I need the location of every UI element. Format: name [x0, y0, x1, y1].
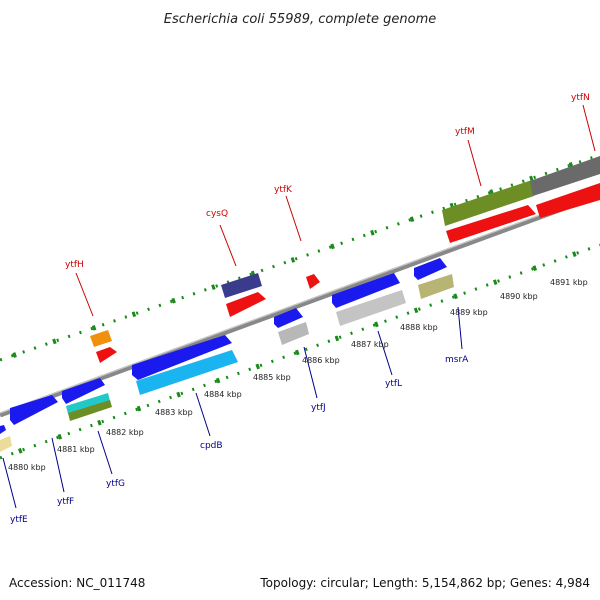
- kbp-label: 4882 kbp: [106, 428, 144, 437]
- gene-cpdB-blue: [132, 335, 232, 380]
- topology-text: Topology: circular; Length: 5,154,862 bp…: [260, 576, 590, 590]
- kbp-label: 4885 kbp: [253, 373, 291, 382]
- gene-msrA-khaki: [418, 274, 454, 299]
- leader-ytfE: [2, 457, 17, 509]
- gene-ytfJ-grey: [278, 322, 309, 345]
- gene-ytfK-red: [306, 274, 320, 289]
- label-msrA: msrA: [445, 355, 469, 365]
- leader-ytfH: [75, 272, 94, 317]
- gene-ytfM-red: [446, 205, 536, 243]
- gene-features: [0, 156, 600, 452]
- kbp-label: 4887 kbp: [351, 340, 389, 349]
- gene-ytfE-arrow: [0, 425, 6, 434]
- gene-ytfE-box: [0, 436, 12, 452]
- gene-cysQ-red: [226, 292, 266, 317]
- upper-dotted-track: [0, 153, 600, 362]
- bottom-leader-lines: [2, 306, 463, 509]
- lower-dotted-track: [0, 243, 600, 460]
- gene-ytfN-grey: [530, 156, 600, 196]
- kbp-label: 4889 kbp: [450, 308, 488, 317]
- label-cysQ: cysQ: [206, 209, 228, 219]
- label-ytfK: ytfK: [274, 185, 293, 195]
- label-ytfF: ytfF: [57, 497, 74, 507]
- genome-backbone-highlight: [0, 192, 600, 414]
- gene-cpdB-cyan: [136, 350, 238, 395]
- label-ytfG: ytfG: [106, 479, 125, 489]
- label-ytfN: ytfN: [571, 93, 590, 103]
- leader-msrA: [457, 306, 463, 350]
- lower-dotted-track-ticks: [0, 242, 600, 461]
- kbp-label: 4890 kbp: [500, 292, 538, 301]
- kbp-label: 4883 kbp: [155, 408, 193, 417]
- gene-ytfJ-blue: [274, 308, 303, 328]
- gene-ytfG-arrow: [62, 378, 105, 404]
- leader-ytfL: [377, 330, 393, 376]
- gene-cysQ-purple: [221, 273, 262, 298]
- label-ytfL: ytfL: [385, 379, 402, 389]
- kbp-label: 4880 kbp: [8, 463, 46, 472]
- gene-msrA-blue: [414, 258, 447, 280]
- accession-text: Accession: NC_011748: [9, 576, 146, 590]
- label-ytfH: ytfH: [65, 260, 84, 270]
- leader-ytfM: [467, 139, 482, 187]
- gene-ytfG-olive: [68, 400, 112, 421]
- leader-cysQ: [219, 224, 237, 267]
- label-ytfE: ytfE: [10, 515, 28, 525]
- leader-cpdB: [195, 392, 211, 437]
- label-ytfJ: ytfJ: [311, 403, 326, 413]
- gene-ytfH-red: [96, 347, 117, 363]
- gene-ytfG-cyan: [66, 393, 110, 414]
- leader-ytfG: [97, 430, 113, 475]
- bottom-gene-labels: ytfE ytfF ytfG cpdB ytfJ ytfL msrA: [10, 355, 469, 525]
- top-gene-labels: ytfH cysQ ytfK ytfM ytfN: [65, 93, 590, 270]
- kbp-label: 4888 kbp: [400, 323, 438, 332]
- label-ytfM: ytfM: [455, 127, 475, 137]
- top-leader-lines: [75, 104, 596, 317]
- gene-ytfL-grey: [336, 290, 406, 326]
- gene-ytfM-olive: [442, 180, 534, 226]
- gene-ytfH-orange: [90, 330, 112, 347]
- genome-title: Escherichia coli 55989, complete genome: [164, 12, 436, 27]
- gene-ytfL-blue: [332, 273, 400, 308]
- kbp-label: 4884 kbp: [204, 390, 242, 399]
- leader-ytfF: [51, 437, 65, 493]
- leader-ytfN: [582, 104, 596, 152]
- leader-ytfJ: [303, 346, 318, 399]
- gene-ytfN-red: [536, 183, 600, 218]
- kbp-label: 4891 kbp: [550, 278, 588, 287]
- kbp-label: 4886 kbp: [302, 356, 340, 365]
- gene-ytfF-arrow: [10, 395, 58, 425]
- leader-ytfK: [285, 195, 302, 242]
- label-cpdB: cpdB: [200, 441, 223, 451]
- kbp-label: 4881 kbp: [57, 445, 95, 454]
- kbp-scale: 4880 kbp 4881 kbp 4882 kbp 4883 kbp 4884…: [8, 278, 588, 472]
